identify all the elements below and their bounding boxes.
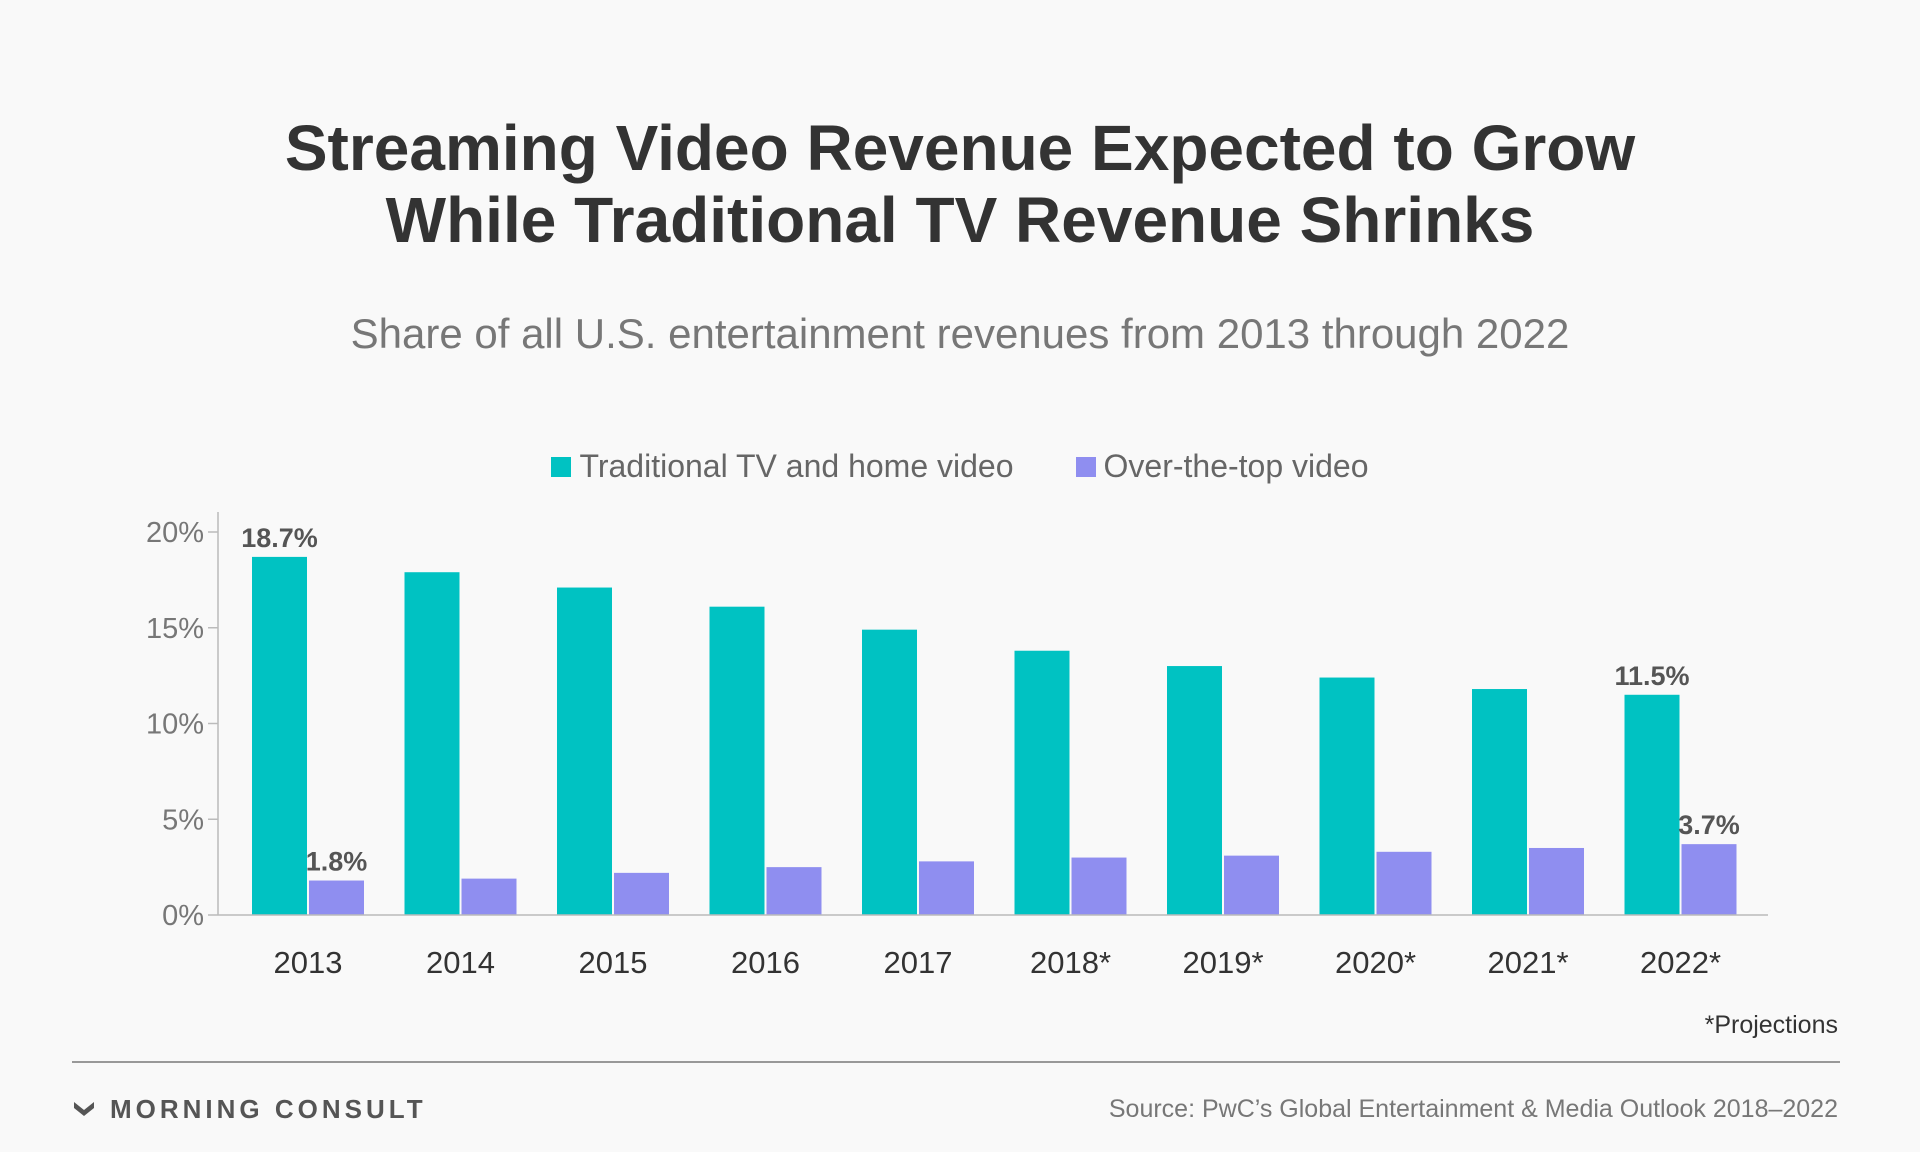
x-tick-label: 2022* [1640, 945, 1721, 980]
bar-traditional [1319, 677, 1375, 915]
y-tick-label: 10% [146, 709, 204, 741]
bar-traditional [1624, 694, 1680, 915]
y-tick-label: 5% [162, 804, 204, 836]
chart-subtitle: Share of all U.S. entertainment revenues… [350, 310, 1570, 357]
x-tick-label: 2021* [1487, 945, 1568, 980]
chart-title-line-2: While Traditional TV Revenue Shrinks [385, 184, 1535, 256]
legend-item-ott: Over-the-top video [1075, 448, 1369, 485]
bar-ott [919, 861, 974, 915]
bar-chart: 0% 5% 10% 15% 20% 2013 2014 2015 2016 2017 2018* 20… [146, 512, 1768, 980]
x-tick-label: 2020* [1335, 945, 1416, 980]
bar-traditional [1472, 689, 1527, 915]
bar-traditional [557, 587, 612, 915]
data-label: 18.7% [241, 523, 318, 553]
bar-ott [1376, 851, 1432, 915]
bar-traditional [252, 556, 307, 915]
morning-consult-logo-icon [74, 1101, 94, 1116]
x-tick-label: 2019* [1182, 945, 1263, 980]
bar-ott [1529, 847, 1584, 915]
bar-ott [766, 867, 822, 915]
data-label: 1.8% [306, 847, 368, 877]
bar-ott [1071, 857, 1127, 915]
x-tick-label: 2013 [274, 945, 343, 980]
x-tick-label: 2014 [426, 945, 495, 980]
legend-label-ott: Over-the-top video [1103, 448, 1369, 484]
x-tick-label: 2017 [884, 945, 953, 980]
legend-swatch-ott [1075, 456, 1096, 477]
x-tick-label: 2015 [579, 945, 648, 980]
chart-title-line-1: Streaming Video Revenue Expected to Grow [284, 112, 1636, 184]
data-label: 3.7% [1678, 810, 1740, 840]
x-tick-label: 2018* [1030, 945, 1111, 980]
bar-ott [461, 878, 517, 915]
bar-ott [614, 872, 669, 915]
bar-ott [309, 880, 364, 915]
legend-swatch-traditional [551, 456, 572, 477]
chart-title: Streaming Video Revenue Expected to Grow… [0, 112, 1920, 256]
bar-traditional [862, 629, 917, 915]
legend-item-traditional: Traditional TV and home video [551, 448, 1014, 485]
y-tick-label: 15% [146, 613, 204, 645]
bar-ott [1224, 855, 1279, 915]
legend-label-traditional: Traditional TV and home video [579, 448, 1014, 484]
projections-footnote: *Projections [1704, 1011, 1838, 1039]
bar-traditional [404, 572, 460, 915]
footer-divider [72, 1061, 1840, 1063]
x-tick-label: 2016 [731, 945, 800, 980]
brand-name: MORNING CONSULT [110, 1094, 427, 1124]
bar-traditional [1014, 650, 1070, 915]
data-label: 11.5% [1614, 661, 1689, 691]
bar-traditional [1167, 666, 1222, 915]
source-note: Source: PwC’s Global Entertainment & Med… [1108, 1095, 1838, 1123]
y-tick-label: 0% [162, 900, 204, 932]
bar-traditional [709, 606, 765, 915]
bar-ott [1681, 844, 1737, 915]
y-tick-label: 20% [146, 517, 204, 549]
brand: MORNING CONSULT [72, 1094, 427, 1125]
chart-legend: Traditional TV and home video Over-the-t… [0, 448, 1920, 485]
